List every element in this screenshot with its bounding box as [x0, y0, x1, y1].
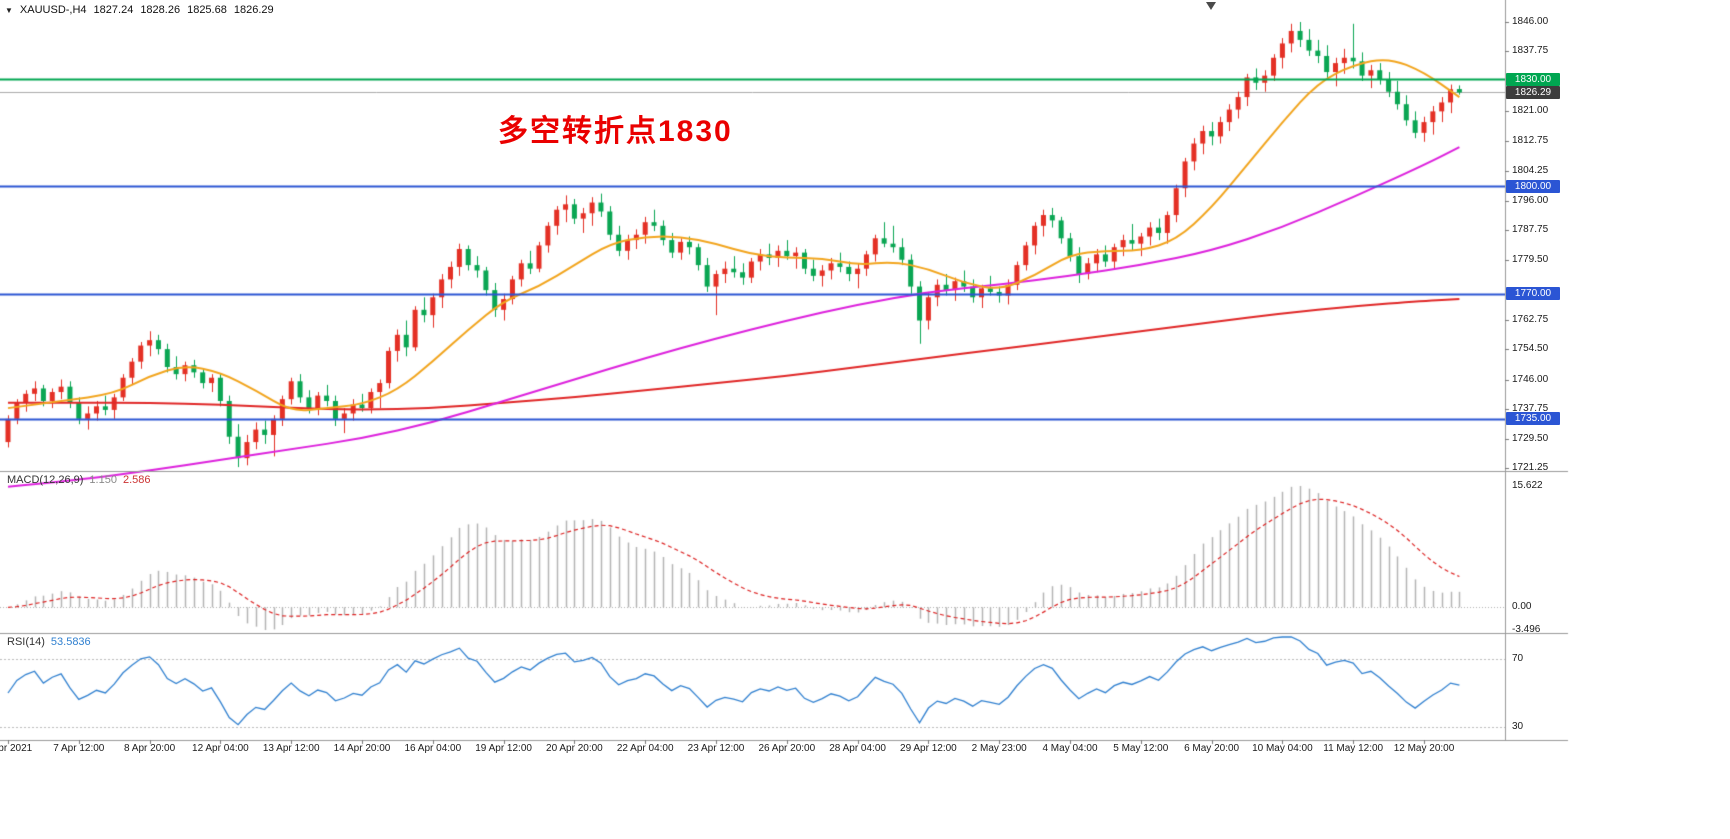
- time-axis-label: 29 Apr 12:00: [900, 743, 957, 754]
- time-axis-label: 2 May 23:00: [971, 743, 1027, 754]
- current-price-tag: 1826.29: [1506, 85, 1560, 99]
- time-axis-label: 11 May 12:00: [1323, 743, 1384, 754]
- macd-name: MACD(12,26,9): [7, 474, 84, 486]
- price-level-tag: 1830.00: [1506, 72, 1560, 86]
- price-level-tag: 1770.00: [1506, 287, 1560, 301]
- price-axis-tick-label: 1762.75: [1512, 313, 1549, 325]
- ohlc-high: 1828.26: [140, 4, 181, 16]
- macd-scale-label: 15.622: [1512, 480, 1543, 491]
- one-click-trading-toggle-icon[interactable]: ▼: [5, 5, 13, 15]
- ohlc-open: 1827.24: [93, 4, 134, 16]
- price-axis-tick-label: 1796.00: [1512, 194, 1549, 206]
- time-axis[interactable]: 6 Apr 2021 7 Apr 12:00 8 Apr 20:00 12 Apr 0…: [0, 740, 1730, 762]
- rsi-value: 53.5836: [50, 636, 91, 648]
- chart-shift-marker-icon[interactable]: [1206, 2, 1216, 10]
- macd-scale-label: 0.00: [1512, 601, 1532, 613]
- time-axis-label: 6 May 20:00: [1184, 743, 1240, 754]
- time-axis-label: 10 May 04:00: [1252, 743, 1313, 754]
- price-axis-tick-label: 1837.75: [1512, 45, 1549, 57]
- price-axis-tick-label: 1787.75: [1512, 224, 1549, 236]
- price-axis-tick-label: 1721.25: [1512, 462, 1549, 473]
- time-axis-label: 7 Apr 12:00: [53, 743, 105, 754]
- ohlc-close: 1826.29: [233, 4, 274, 16]
- time-axis-label: 13 Apr 12:00: [262, 743, 320, 754]
- price-axis-tick-label: 1804.25: [1512, 165, 1549, 177]
- price-level-tag: 1800.00: [1506, 179, 1560, 193]
- time-axis-label: 8 Apr 20:00: [124, 743, 176, 754]
- price-axis-tick-label: 1812.75: [1512, 134, 1549, 146]
- time-axis-label: 19 Apr 12:00: [475, 743, 532, 754]
- time-axis-label: 5 May 12:00: [1113, 743, 1169, 754]
- price-axis-tick-label: 1746.00: [1512, 373, 1549, 385]
- rsi-indicator-label: RSI(14) 53.5836: [7, 636, 91, 648]
- ohlc-low: 1825.68: [187, 4, 227, 16]
- price-axis-tick-label: 1754.50: [1512, 343, 1549, 355]
- time-axis-label: 16 Apr 04:00: [404, 743, 462, 754]
- price-level-tag: 1735.00: [1506, 412, 1560, 426]
- price-axis-tick-label: 1779.50: [1512, 253, 1549, 265]
- price-axis-tick-label: 1729.50: [1512, 432, 1549, 444]
- macd-main-value: 1.150: [89, 474, 117, 486]
- time-axis-label: 4 May 04:00: [1042, 743, 1098, 754]
- time-axis-label: 23 Apr 12:00: [687, 743, 745, 754]
- macd-indicator-label: MACD(12,26,9) 1.150 2.586: [7, 474, 150, 486]
- rsi-name: RSI(14): [7, 636, 45, 648]
- price-axis-tick-label: 1737.75: [1512, 403, 1549, 414]
- macd-signal-value: 2.586: [122, 474, 151, 486]
- time-axis-label: 22 Apr 04:00: [616, 743, 674, 754]
- chart-annotation-text: 多空转折点1830: [498, 115, 733, 148]
- time-axis-label: 26 Apr 20:00: [758, 743, 816, 754]
- time-axis-label: 12 Apr 04:00: [192, 743, 249, 754]
- chart-header: ▼ XAUUSD-,H4 1827.24 1828.26 1825.68 182…: [5, 4, 274, 16]
- price-axis[interactable]: 1846.00 1837.75 1821.00 1812.75 1804.25 1796.…: [1505, 0, 1730, 740]
- time-axis-label: 20 Apr 20:00: [546, 743, 603, 754]
- price-axis-tick-label: 1846.00: [1512, 16, 1549, 27]
- time-axis-label: 28 Apr 04:00: [829, 743, 886, 754]
- rsi-level-label: 70: [1512, 653, 1524, 664]
- symbol-timeframe-label: XAUUSD-,H4: [19, 4, 87, 16]
- macd-scale-label: -3.496: [1512, 624, 1541, 635]
- rsi-level-label: 30: [1512, 721, 1524, 732]
- price-axis-tick-label: 1821.00: [1512, 105, 1549, 117]
- time-axis-label: 6 Apr 2021: [0, 743, 33, 754]
- time-axis-label: 14 Apr 20:00: [333, 743, 391, 754]
- time-axis-label: 12 May 20:00: [1393, 743, 1455, 754]
